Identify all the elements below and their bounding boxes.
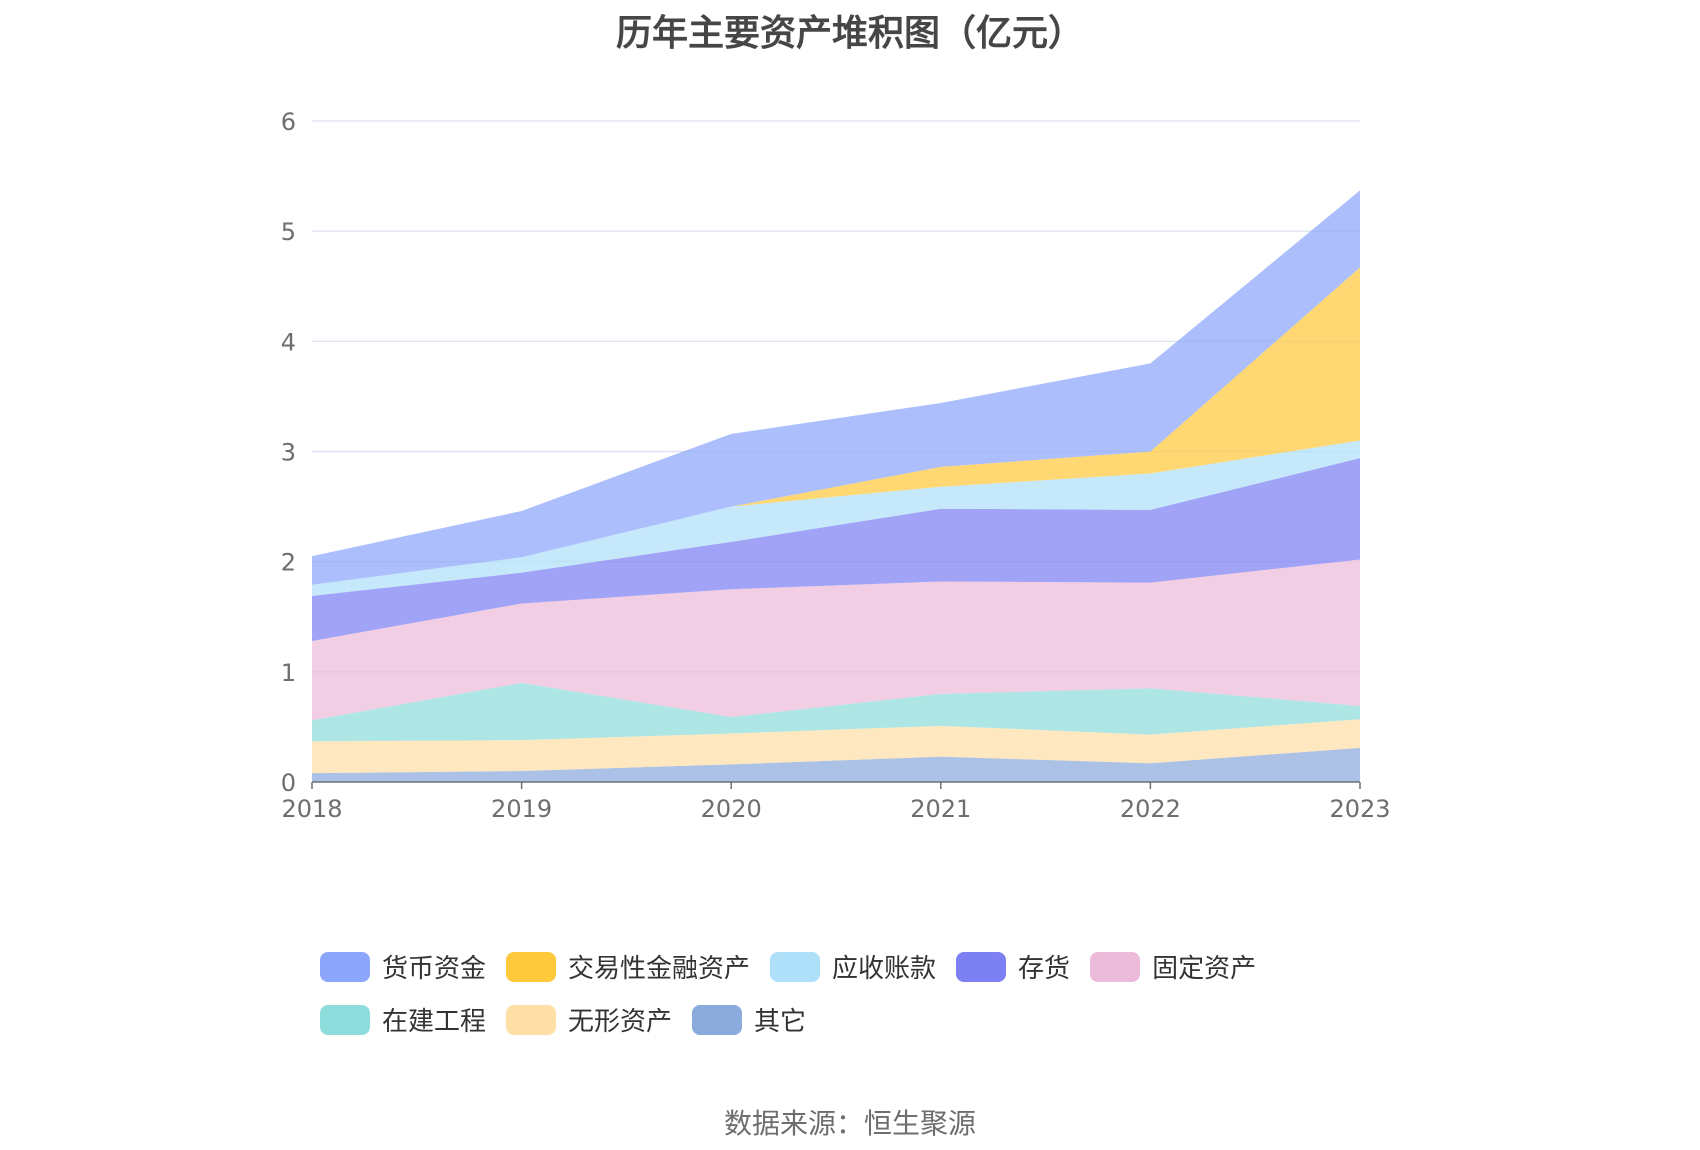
x-tick-label: 2022 [1120, 795, 1181, 823]
y-axis-labels: 0 1 2 3 4 5 6 [281, 108, 296, 797]
legend-swatch [1090, 951, 1141, 982]
legend-swatch [770, 951, 821, 982]
legend-item[interactable]: 无形资产 [506, 1001, 672, 1038]
legend-swatch [320, 951, 370, 982]
legend-swatch [506, 1004, 557, 1035]
x-axis [311, 781, 1361, 789]
legend-item[interactable]: 存货 [956, 948, 1070, 985]
legend-label: 交易性金融资产 [568, 954, 751, 984]
legend-label: 在建工程 [382, 1007, 487, 1037]
stacked-area-chart: 0 1 2 3 4 5 6 2018 2019 2020 2021 2022 2023 [281, 108, 1391, 823]
area-应收账款 [312, 440, 1360, 596]
area-存货 [312, 458, 1360, 641]
y-tick-label: 0 [281, 769, 296, 797]
y-tick-label: 1 [281, 659, 296, 687]
y-tick-label: 2 [281, 549, 296, 577]
legend-label: 其它 [754, 1007, 807, 1037]
area-在建工程 [312, 682, 1360, 742]
y-tick-label: 4 [281, 328, 296, 356]
x-tick-label: 2021 [910, 795, 971, 823]
area-其它 [312, 747, 1360, 782]
x-axis-labels: 2018 2019 2020 2021 2022 2023 [281, 795, 1390, 823]
x-tick-label: 2019 [491, 795, 552, 823]
x-tick-label: 2023 [1329, 795, 1390, 823]
legend-swatch [506, 951, 557, 982]
x-tick-label: 2020 [701, 795, 762, 823]
legend-label: 固定资产 [1152, 954, 1257, 984]
legend-item[interactable]: 应收账款 [770, 948, 936, 985]
data-source: 数据来源：恒生聚源 [723, 1107, 976, 1140]
legend-swatch [320, 1004, 370, 1035]
legend-label: 存货 [1018, 954, 1071, 984]
legend-swatch [692, 1004, 743, 1035]
legend-label: 无形资产 [568, 1007, 673, 1037]
y-tick-label: 3 [281, 439, 296, 467]
legend-item[interactable]: 交易性金融资产 [506, 948, 750, 985]
legend: 货币资金 交易性金融资产 应收账款 存货 固定资产在建工程 无形资产 其它 [320, 948, 1420, 1038]
area-固定资产 [312, 559, 1360, 721]
legend-item[interactable]: 货币资金 [320, 948, 486, 985]
area-货币资金 [312, 190, 1360, 585]
legend-item[interactable]: 在建工程 [320, 1001, 486, 1038]
chart-title: 历年主要资产堆积图（亿元） [615, 13, 1084, 54]
x-tick-label: 2018 [281, 795, 342, 823]
y-tick-label: 5 [281, 218, 296, 246]
area-series [312, 190, 1360, 782]
legend-item[interactable]: 其它 [692, 1001, 806, 1038]
y-tick-label: 6 [281, 108, 296, 136]
legend-label: 应收账款 [832, 954, 937, 984]
area-无形资产 [312, 719, 1360, 774]
legend-label: 货币资金 [382, 954, 487, 984]
legend-item[interactable]: 固定资产 [1090, 948, 1256, 985]
legend-swatch [956, 951, 1007, 982]
